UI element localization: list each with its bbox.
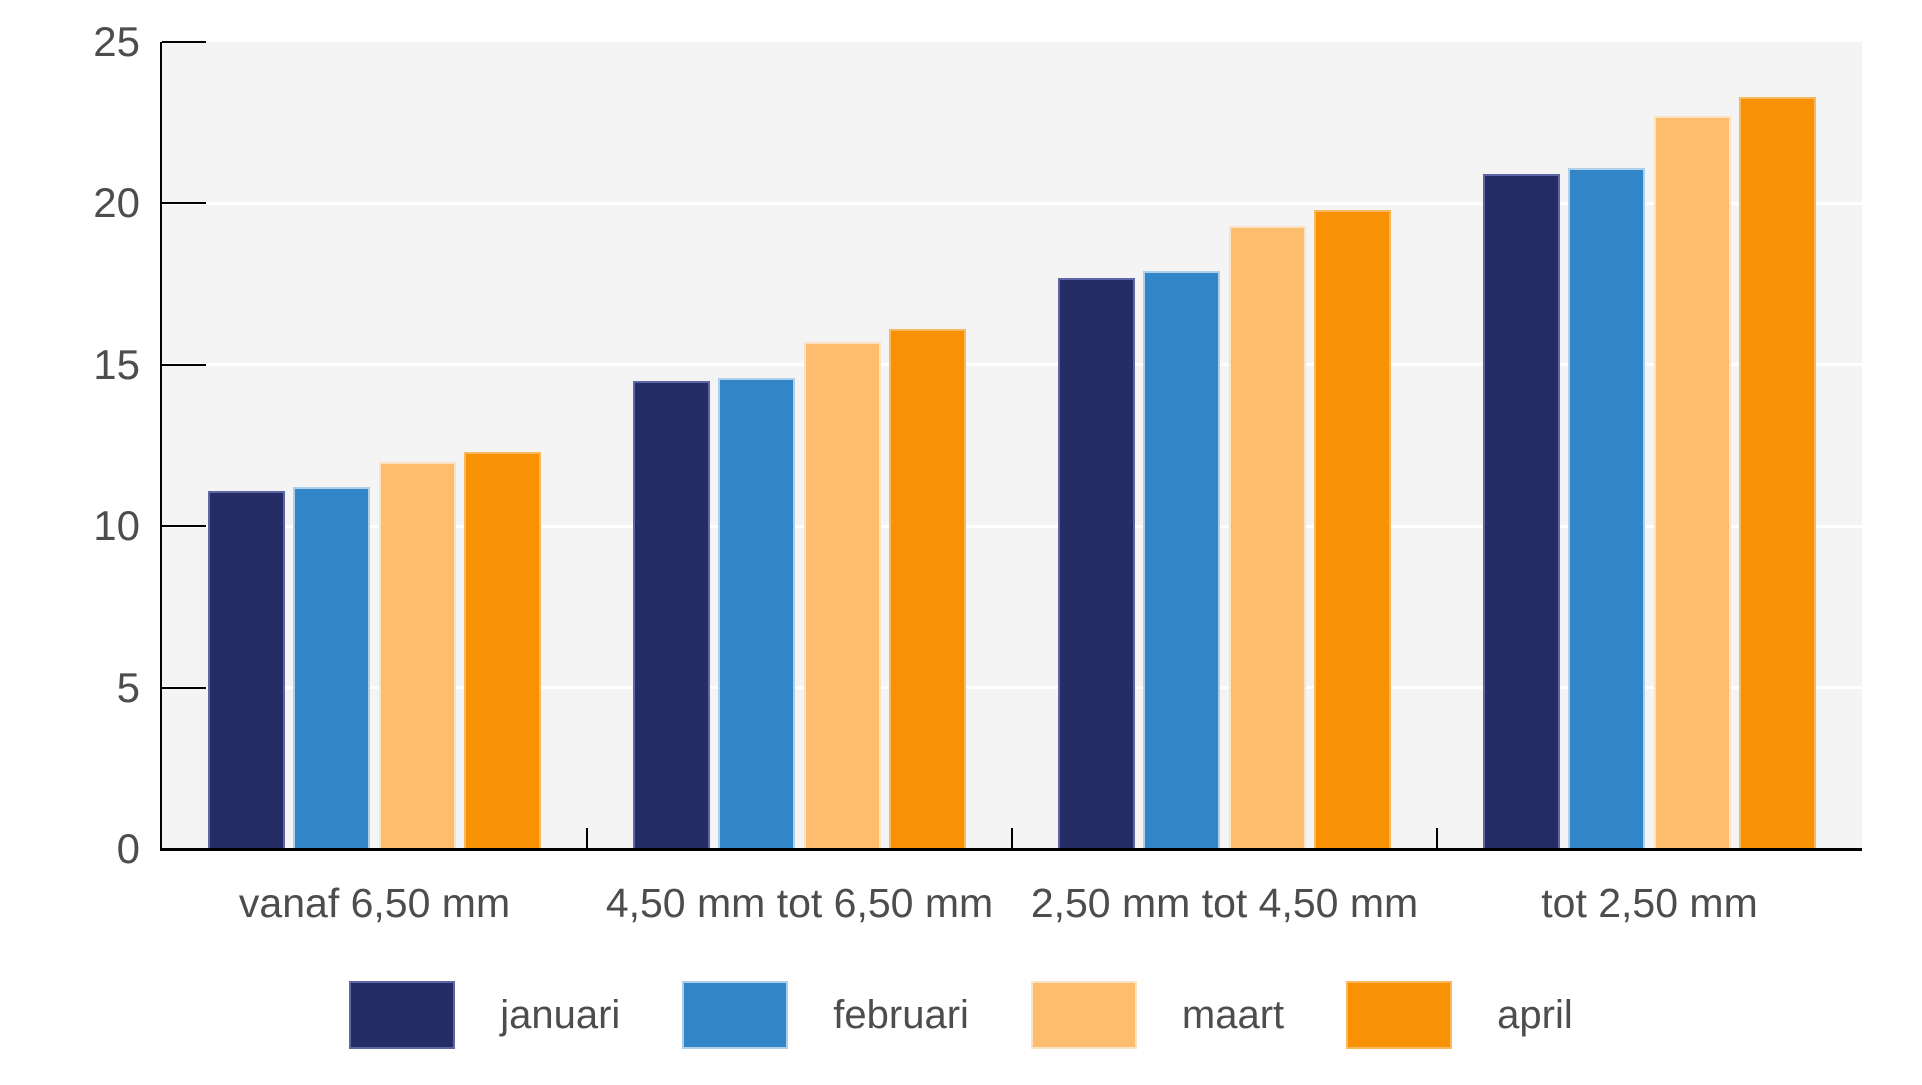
bar-februari-category-2 xyxy=(1143,271,1221,849)
y-tick-10 xyxy=(162,525,206,528)
legend-label-april: april xyxy=(1497,993,1573,1037)
x-axis-line xyxy=(160,848,1862,851)
bar-april-category-2 xyxy=(1314,209,1392,849)
bar-maart-category-3 xyxy=(1653,116,1731,849)
category-boundary-tick-3 xyxy=(1436,828,1438,848)
bar-maart-category-2 xyxy=(1228,225,1306,849)
category-label-3: tot 2,50 mm xyxy=(1541,880,1758,926)
bar-maart-category-1 xyxy=(803,342,881,849)
y-tick-20 xyxy=(162,202,206,205)
y-tick-25 xyxy=(162,41,206,43)
category-label-2: 2,50 mm tot 4,50 mm xyxy=(1030,880,1419,926)
legend-swatch-april xyxy=(1346,981,1453,1049)
y-tick-label-20: 20 xyxy=(93,179,140,227)
category-label-0: vanaf 6,50 mm xyxy=(238,880,511,926)
grid-line-5 xyxy=(162,686,1862,690)
y-tick-label-0: 0 xyxy=(116,825,140,872)
grid-line-20 xyxy=(162,201,1862,205)
bar-januari-category-1 xyxy=(632,380,710,849)
y-tick-label-10: 10 xyxy=(93,502,140,550)
bar-februari-category-1 xyxy=(718,377,796,849)
category-label-1: 4,50 mm tot 6,50 mm xyxy=(605,880,994,926)
legend-label-maart: maart xyxy=(1181,993,1285,1037)
y-tick-5 xyxy=(162,686,206,689)
bar-april-category-3 xyxy=(1739,96,1817,849)
bar-januari-category-3 xyxy=(1482,174,1560,849)
category-boundary-tick-1 xyxy=(586,828,588,848)
bar-februari-category-3 xyxy=(1568,167,1646,849)
legend-label-januari: januari xyxy=(500,993,621,1037)
bar-april-category-1 xyxy=(889,329,967,849)
legend-swatch-februari xyxy=(682,981,789,1049)
legend: januari februari maart april xyxy=(0,975,1922,1055)
grid-line-10 xyxy=(162,524,1862,528)
bar-januari-category-2 xyxy=(1057,277,1135,849)
bar-februari-category-0 xyxy=(293,487,371,849)
bar-januari-category-0 xyxy=(207,490,285,849)
bar-april-category-0 xyxy=(464,451,542,849)
legend-item-april: april xyxy=(1346,981,1573,1049)
legend-label-februari: februari xyxy=(833,993,969,1037)
legend-swatch-maart xyxy=(1030,981,1137,1049)
legend-item-februari: februari xyxy=(682,981,969,1049)
y-axis-line xyxy=(160,42,162,851)
legend-item-januari: januari xyxy=(349,981,620,1049)
y-tick-label-15: 15 xyxy=(93,340,140,388)
bar-maart-category-0 xyxy=(378,461,456,849)
legend-swatch-januari xyxy=(349,981,456,1049)
legend-item-maart: maart xyxy=(1030,981,1285,1049)
category-boundary-tick-2 xyxy=(1011,828,1013,848)
y-tick-label-5: 5 xyxy=(116,663,140,711)
y-tick-label-25: 25 xyxy=(93,18,140,65)
y-tick-15 xyxy=(162,363,206,366)
grid-line-15 xyxy=(162,363,1862,367)
